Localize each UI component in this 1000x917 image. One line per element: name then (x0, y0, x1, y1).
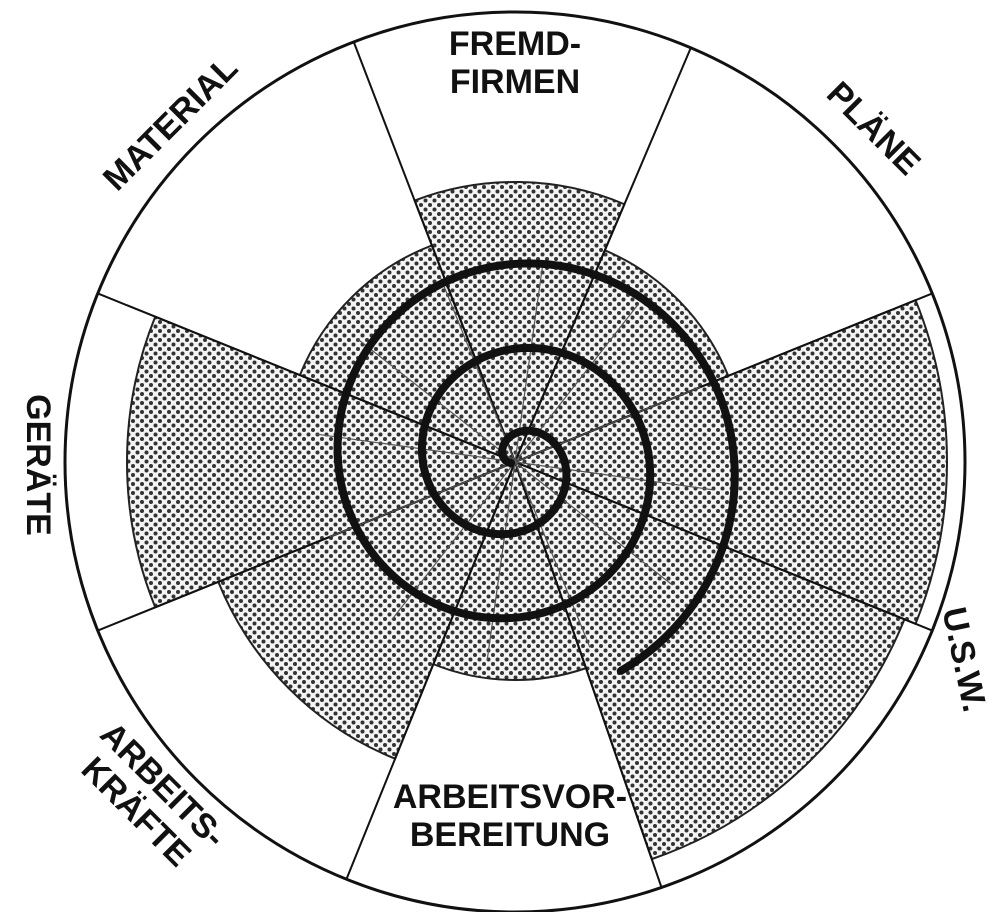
sector-label: PLÄNE (819, 74, 927, 182)
stippled-sector (413, 181, 626, 465)
inner-spoke (439, 276, 516, 463)
inner-spoke (486, 461, 516, 661)
sector-label: U.S.W. (934, 604, 993, 715)
sector-label: ARBEITSVOR- (393, 778, 627, 816)
inner-spoke (329, 461, 516, 538)
inner-spoke (514, 461, 591, 648)
sector-label: FIRMEN (450, 63, 580, 101)
sector-label: GERÄTE (19, 394, 57, 536)
stippled-sector (216, 460, 517, 761)
spiral (333, 259, 739, 675)
sector-boundary (514, 461, 663, 888)
stippled-sector (126, 315, 518, 609)
stippled-sector (432, 459, 588, 681)
sector-label: MATERIAL (96, 49, 245, 198)
inner-spoke (514, 461, 673, 586)
sector-boundary (352, 41, 516, 463)
sector-boundary (97, 292, 516, 463)
sector-boundary (514, 47, 692, 463)
stippled-sector (513, 248, 730, 464)
inner-spoke (514, 461, 714, 491)
inner-spoke (514, 386, 701, 463)
stippled-sector (513, 460, 906, 861)
stippled-sector (298, 244, 517, 464)
inner-spoke (316, 433, 516, 463)
sector-label: BEREITUNG (410, 816, 610, 854)
sector-label: FREMD- (449, 25, 581, 63)
